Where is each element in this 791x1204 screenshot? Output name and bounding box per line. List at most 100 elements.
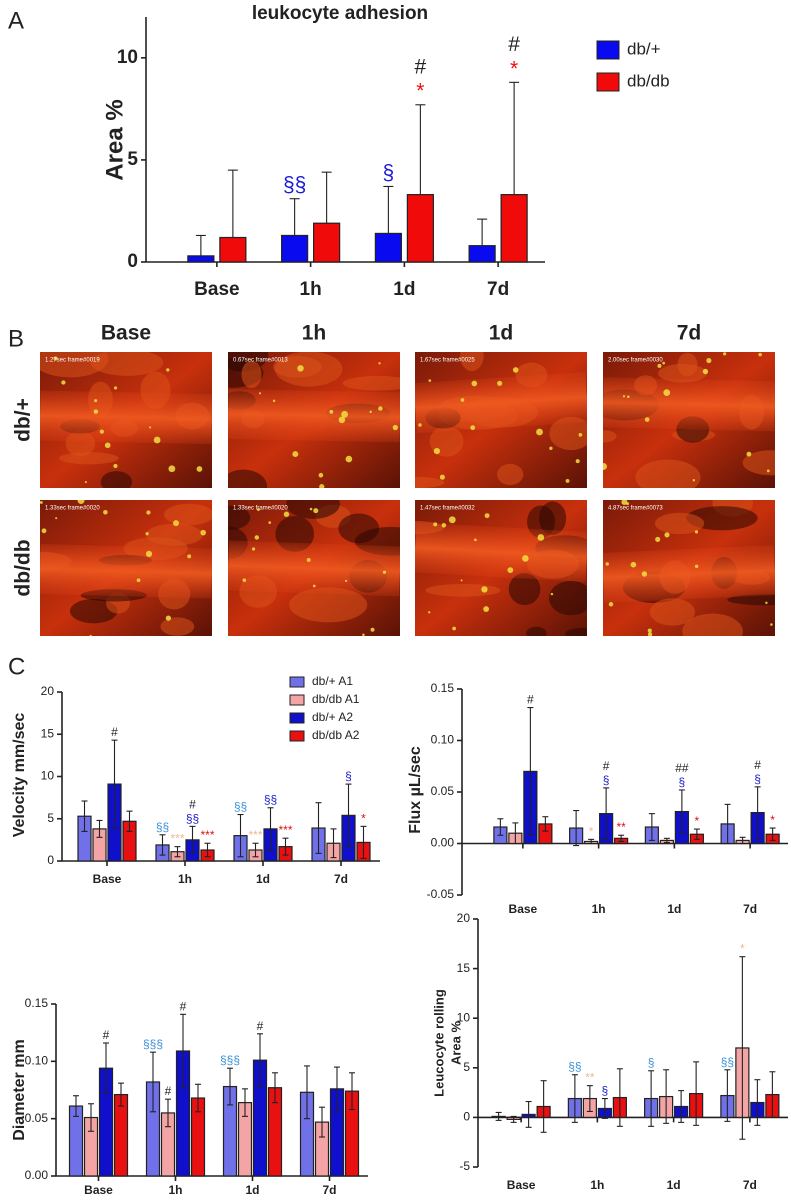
leukocyte [702, 368, 709, 375]
y-tick-label: 10 [457, 1010, 471, 1024]
micrograph: 1.33sec frame#0020 [40, 500, 212, 636]
leukocyte [565, 478, 570, 483]
frame-stamp: 0.67sec frame#0013 [233, 358, 288, 364]
significance-mark: § [648, 1056, 655, 1070]
vessel [415, 372, 587, 434]
leukocyte [550, 592, 554, 596]
micrograph: 2.00sec frame#0030 [603, 352, 775, 488]
panel-label: B [8, 325, 24, 352]
leukocyte [621, 500, 628, 506]
row-label: db/+ [12, 398, 35, 442]
leukocyte [630, 561, 637, 568]
significance-mark: # [257, 1019, 264, 1033]
significance-mark: § [602, 1084, 609, 1098]
leukocyte [625, 502, 630, 506]
y-tick-label: -5 [459, 1159, 470, 1173]
tissue-patch [286, 500, 341, 519]
leukocyte [345, 455, 353, 463]
tissue-patch [549, 416, 587, 451]
significance-mark: # [111, 725, 118, 739]
significance-mark: * [740, 942, 745, 956]
leukocyte [341, 410, 349, 418]
leukocyte [657, 363, 662, 368]
legend-label: db/db A1 [312, 692, 360, 706]
leukocyte [309, 507, 313, 511]
leukocyte [318, 472, 324, 478]
vessel [603, 545, 775, 603]
leukocyte [392, 424, 398, 431]
leukocyte [165, 615, 172, 621]
leukocyte [746, 451, 752, 457]
significance-mark: # [165, 1084, 172, 1098]
x-tick-label: 7d [334, 872, 348, 886]
leukocyte [578, 433, 583, 437]
leukocyte [663, 389, 671, 397]
significance-mark: # [508, 33, 520, 56]
tissue-patch [273, 356, 322, 378]
x-tick-label: 1h [592, 902, 606, 916]
significance-mark: § [754, 772, 761, 786]
x-tick-label: 1d [256, 872, 270, 886]
tissue-patch [228, 505, 251, 530]
x-tick-label: 1h [590, 1178, 604, 1192]
tissue-patch [565, 627, 587, 636]
leukocyte [428, 379, 432, 382]
leukocyte [706, 357, 712, 364]
significance-mark: # [527, 693, 534, 707]
legend-label: db/db [627, 71, 670, 90]
leukocyte [173, 520, 180, 527]
leukocyte [145, 532, 149, 536]
tissue-patch [90, 352, 164, 376]
leukocyte [41, 528, 47, 534]
y-tick-label: 0.10 [431, 733, 455, 747]
significance-mark: # [754, 758, 761, 772]
legend-swatch [596, 40, 620, 60]
significance-mark: §§ [264, 793, 277, 807]
bar [113, 1093, 129, 1177]
significance-mark: § [345, 769, 352, 783]
y-tick-label: 0.15 [25, 996, 49, 1010]
legend-label: db/+ [627, 39, 661, 58]
y-tick-label: 10 [41, 769, 55, 783]
leukocyte [94, 399, 98, 403]
x-tick-label: 7d [487, 279, 509, 300]
y-tick-label: 15 [457, 961, 471, 975]
leukocyte [460, 398, 465, 402]
x-tick-label: 1h [300, 279, 322, 300]
micrograph: 1.67sec frame#0025 [415, 352, 587, 488]
tissue-patch [654, 512, 705, 535]
tissue-patch [59, 452, 119, 465]
vessel [228, 389, 400, 443]
leukocyte [378, 406, 383, 411]
leukocyte [55, 517, 58, 520]
legend-swatch [289, 694, 305, 706]
bar [281, 234, 309, 263]
leukocyte [644, 417, 650, 422]
leukocyte [313, 508, 319, 514]
leukocyte [166, 368, 170, 372]
leukocyte [153, 436, 161, 444]
legend-swatch [289, 712, 305, 724]
leukocyte [770, 623, 773, 626]
bar [219, 236, 247, 263]
leukocyte [187, 554, 192, 559]
leukocyte [149, 426, 152, 429]
bar [468, 245, 496, 263]
significance-mark: *** [170, 832, 184, 846]
leukocyte [758, 352, 762, 357]
y-tick-label: 5 [127, 149, 138, 170]
y-axis-label: Area % [101, 99, 128, 180]
legend-swatch [289, 676, 305, 688]
significance-mark: # [603, 759, 610, 773]
x-tick-label: 1d [667, 1178, 681, 1192]
x-tick-label: 1d [667, 902, 681, 916]
significance-mark: * [770, 813, 775, 827]
y-tick-label: 10 [117, 47, 138, 68]
tissue-patch [228, 352, 269, 372]
y-tick-label: 15 [41, 726, 55, 740]
leukocyte [242, 578, 247, 582]
leukocyte [338, 416, 346, 424]
significance-mark: §§ [721, 1055, 734, 1069]
legend-label: db/+ A1 [312, 674, 353, 688]
